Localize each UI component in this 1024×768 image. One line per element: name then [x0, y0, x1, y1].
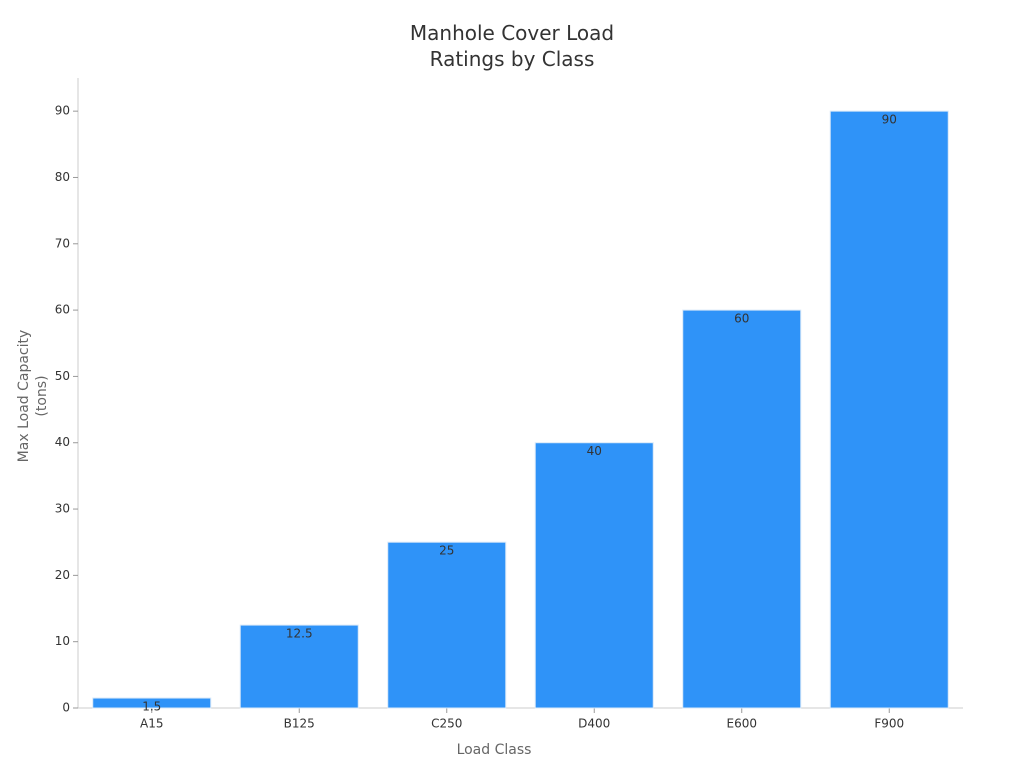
y-tick-label: 70	[55, 236, 70, 250]
y-tick-label: 90	[55, 104, 70, 118]
bar	[92, 697, 212, 709]
x-tick-label: B125	[284, 717, 315, 731]
x-tick-label: F900	[874, 717, 904, 731]
y-tick-label: 0	[62, 701, 70, 715]
bar	[239, 624, 359, 709]
data-label: 1.5	[142, 700, 161, 714]
bar	[534, 442, 654, 709]
y-tick-label: 20	[55, 568, 70, 582]
y-tick-label: 40	[55, 435, 70, 449]
y-tick-label: 50	[55, 369, 70, 383]
y-tick-label: 10	[55, 634, 70, 648]
x-tick-label: C250	[431, 717, 462, 731]
x-tick-label: A15	[140, 717, 163, 731]
bar	[829, 110, 949, 709]
data-label: 40	[587, 444, 602, 458]
y-tick-label: 80	[55, 170, 70, 184]
y-tick-label: 60	[55, 303, 70, 317]
y-axis-label: Max Load Capacity (tons)	[16, 329, 50, 463]
y-tick-label: 30	[55, 502, 70, 516]
chart-title: Manhole Cover Load Ratings by Class	[409, 21, 615, 71]
data-label: 12.5	[286, 627, 313, 641]
bar	[387, 541, 507, 709]
bar	[682, 309, 802, 709]
x-tick-label: D400	[578, 717, 610, 731]
x-tick-label: E600	[727, 717, 758, 731]
data-label: 25	[439, 544, 454, 558]
data-label: 90	[882, 113, 897, 127]
x-axis-label: Load Class	[456, 742, 532, 758]
data-label: 60	[734, 312, 749, 326]
